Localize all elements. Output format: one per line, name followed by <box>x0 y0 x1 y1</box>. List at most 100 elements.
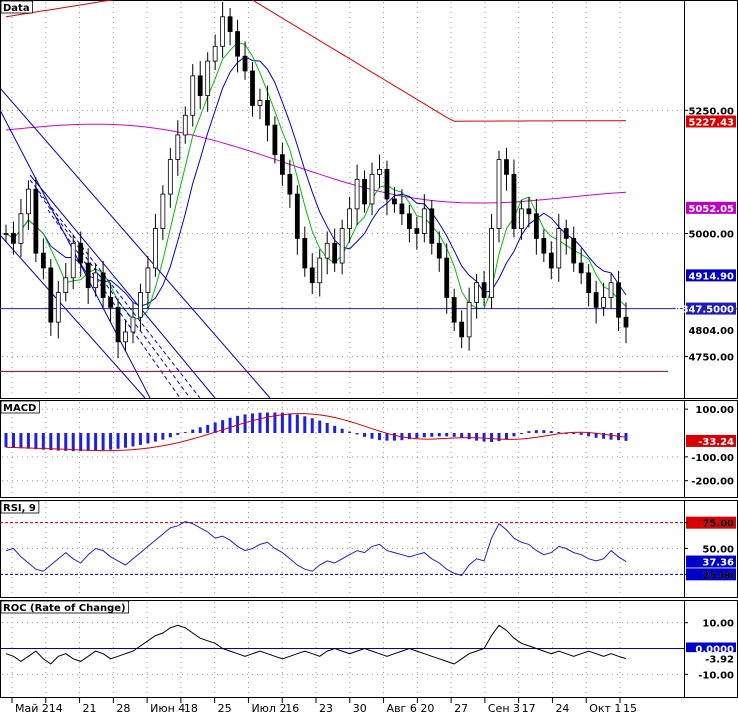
candle-body <box>444 257 450 298</box>
candle-body <box>421 208 427 234</box>
candle-body <box>18 213 24 244</box>
candle-body <box>526 208 532 215</box>
macd-bar <box>213 422 217 433</box>
value-label-box <box>686 568 736 581</box>
value-label-box <box>686 269 736 282</box>
x-tick-label: 15 <box>623 702 637 714</box>
candle-body <box>586 272 592 293</box>
candle-body <box>85 262 91 289</box>
y-tick-label: 75.00 <box>702 519 734 530</box>
macd-bar <box>228 417 232 433</box>
candle-body <box>354 178 360 210</box>
candle-body <box>496 159 502 229</box>
macd-bar <box>490 433 494 443</box>
candle-body <box>309 267 315 284</box>
x-tick-label: 24 <box>555 702 569 714</box>
macd-bar <box>198 427 202 433</box>
candle-body <box>294 193 300 239</box>
candle-body <box>242 55 248 72</box>
x-tick-label: 14 <box>49 702 63 714</box>
x-tick-label: 27 <box>454 702 468 714</box>
macd-bar <box>549 431 553 433</box>
candle-body <box>265 100 270 126</box>
x-tick-label: 23 <box>319 702 333 714</box>
macd-bar <box>146 433 150 444</box>
candle-body <box>332 242 338 264</box>
panel-title-macd: MACD <box>3 403 36 414</box>
macd-bar <box>273 412 277 433</box>
macd-bar <box>251 413 255 433</box>
candle-body <box>466 302 472 338</box>
candle-body <box>100 272 106 298</box>
macd-bar <box>288 413 292 433</box>
macd-bar <box>422 433 426 438</box>
candle-body <box>279 154 285 175</box>
macd-bar <box>519 433 523 434</box>
macd-bar <box>452 433 456 437</box>
macd-bar <box>303 416 307 433</box>
y-tick-label: 5000.00 <box>688 229 734 240</box>
ma-faster-line <box>5 41 627 320</box>
macd-bar <box>460 433 464 438</box>
value-label-box <box>686 302 736 315</box>
candle-body <box>593 292 599 308</box>
value-label-text: -33.24 <box>698 437 734 448</box>
candle-body <box>272 124 278 156</box>
candle-body <box>616 282 621 318</box>
candle-body <box>93 272 99 289</box>
candle-body <box>55 292 61 323</box>
panel-frames <box>0 0 738 698</box>
macd-bar <box>191 429 195 433</box>
candle-body <box>563 228 569 239</box>
macd-bar <box>183 432 187 434</box>
candle-body <box>601 297 606 308</box>
x-tick-label: Май 2 <box>15 702 49 714</box>
macd-bar <box>86 433 90 451</box>
candle-body <box>541 237 547 254</box>
macd-bar <box>19 433 23 449</box>
x-tick-label: 21 <box>83 702 97 714</box>
macd-bar <box>34 433 38 450</box>
candle-body <box>26 188 31 215</box>
candle-body <box>138 292 143 318</box>
value-label-box <box>686 115 736 128</box>
trend-line-dashed <box>39 194 191 399</box>
roc-panel: 0.0000-3.92 <box>0 624 737 666</box>
candle-body <box>392 198 397 205</box>
candle-body <box>324 242 330 259</box>
macd-bar <box>49 433 53 451</box>
macd-bar <box>109 433 113 450</box>
panel-title-box <box>0 600 130 614</box>
macd-bar <box>56 433 60 451</box>
candle-body <box>406 213 412 229</box>
ma-mid-line <box>5 123 627 204</box>
candle-body <box>33 188 39 254</box>
rsi-line <box>5 521 627 576</box>
macd-bar <box>348 431 352 433</box>
y-tick-label: -100.00 <box>691 453 734 464</box>
macd-bar <box>445 433 449 437</box>
macd-bar <box>131 433 135 447</box>
candle-body <box>377 169 382 175</box>
candle-body <box>556 228 562 269</box>
value-label-box <box>685 652 737 666</box>
candle-body <box>145 267 151 293</box>
macd-bar <box>138 433 142 445</box>
macd-bar <box>310 418 314 433</box>
macd-bar <box>280 412 284 433</box>
macd-bar <box>94 433 98 451</box>
axis-layer: Май 2 14 21 28 Июн 418 25 Июл 216 23 30 Авг 6 20 27… <box>11 106 734 715</box>
roc-line <box>5 624 627 665</box>
x-tick-label: Июн 4 <box>150 702 185 714</box>
y-tick-label: 50.00 <box>702 545 734 556</box>
candle-body <box>623 316 629 328</box>
candle-body <box>11 233 16 244</box>
macd-panel: -33.24 <box>4 412 736 452</box>
x-tick-label: Авг 6 <box>387 702 417 714</box>
macd-bar <box>41 433 45 450</box>
candle-body <box>474 282 480 303</box>
value-label-box <box>686 642 736 655</box>
macd-bar <box>206 424 210 433</box>
